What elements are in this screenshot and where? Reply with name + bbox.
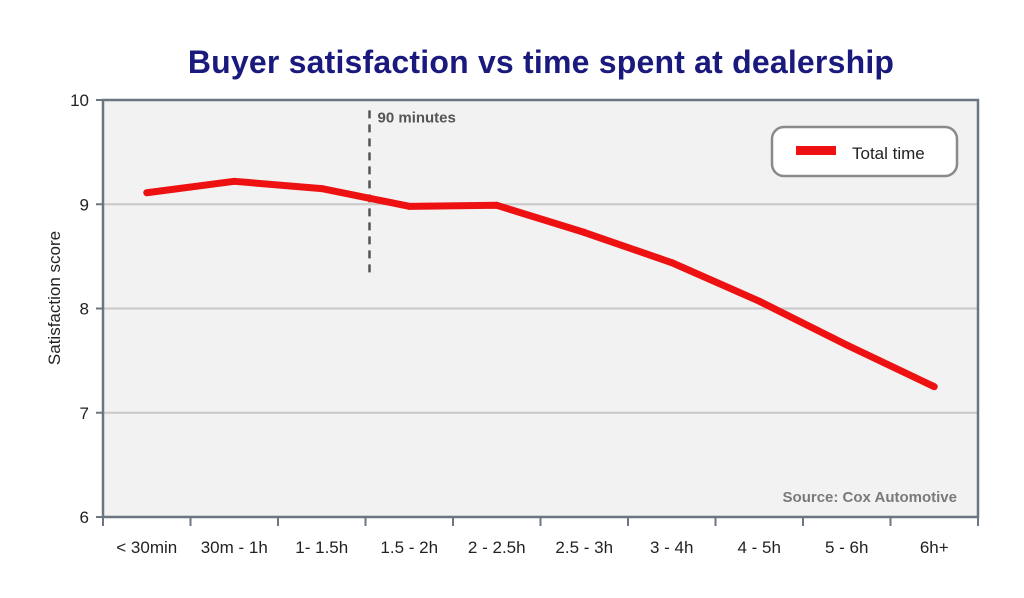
plot-frame bbox=[101, 98, 980, 519]
x-tick-label: 4 - 5h bbox=[738, 538, 781, 557]
legend-label: Total time bbox=[852, 144, 925, 163]
grid-lines bbox=[103, 203, 978, 414]
data-point bbox=[930, 383, 938, 391]
data-point bbox=[143, 189, 151, 197]
source-note: Source: Cox Automotive bbox=[783, 489, 957, 506]
data-point bbox=[230, 177, 238, 185]
x-tick-label: < 30min bbox=[116, 538, 177, 557]
x-tick-label: 30m - 1h bbox=[201, 538, 268, 557]
series-line-total-time bbox=[146, 177, 936, 390]
data-point bbox=[318, 185, 326, 193]
x-tick-label: 2 - 2.5h bbox=[468, 538, 526, 557]
y-tick-label: 9 bbox=[80, 195, 89, 214]
x-tick-label: 1.5 - 2h bbox=[380, 538, 438, 557]
data-point bbox=[843, 341, 851, 349]
y-tick-label: 10 bbox=[70, 91, 89, 110]
y-tick-label: 6 bbox=[80, 508, 89, 527]
data-point bbox=[755, 297, 763, 305]
data-point bbox=[668, 259, 676, 267]
x-tick-label: 6h+ bbox=[920, 538, 949, 557]
x-tick-label: 5 - 6h bbox=[825, 538, 868, 557]
chart-title: Buyer satisfaction vs time spent at deal… bbox=[187, 44, 895, 80]
y-tick-label: 8 bbox=[80, 300, 89, 319]
x-tick-label: 3 - 4h bbox=[650, 538, 693, 557]
y-axis-ticks: 6 7 8 9 10 bbox=[70, 91, 103, 527]
annotation-90-minutes-label: 90 minutes bbox=[378, 109, 456, 126]
data-point bbox=[405, 202, 413, 210]
legend-swatch bbox=[796, 146, 836, 155]
x-axis-ticks: < 30min 30m - 1h 1- 1.5h 1.5 - 2h 2 - 2.5h 2.… bbox=[102, 517, 979, 557]
y-axis-label: Satisfaction score bbox=[45, 231, 64, 365]
legend-box bbox=[770, 125, 959, 178]
data-point bbox=[580, 228, 588, 236]
legend[interactable]: Total time bbox=[770, 125, 959, 178]
series-points bbox=[143, 177, 938, 391]
x-tick-label: 2.5 - 3h bbox=[555, 538, 613, 557]
y-tick-label: 7 bbox=[80, 404, 89, 423]
x-tick-label: 1- 1.5h bbox=[295, 538, 348, 557]
data-point bbox=[493, 201, 501, 209]
